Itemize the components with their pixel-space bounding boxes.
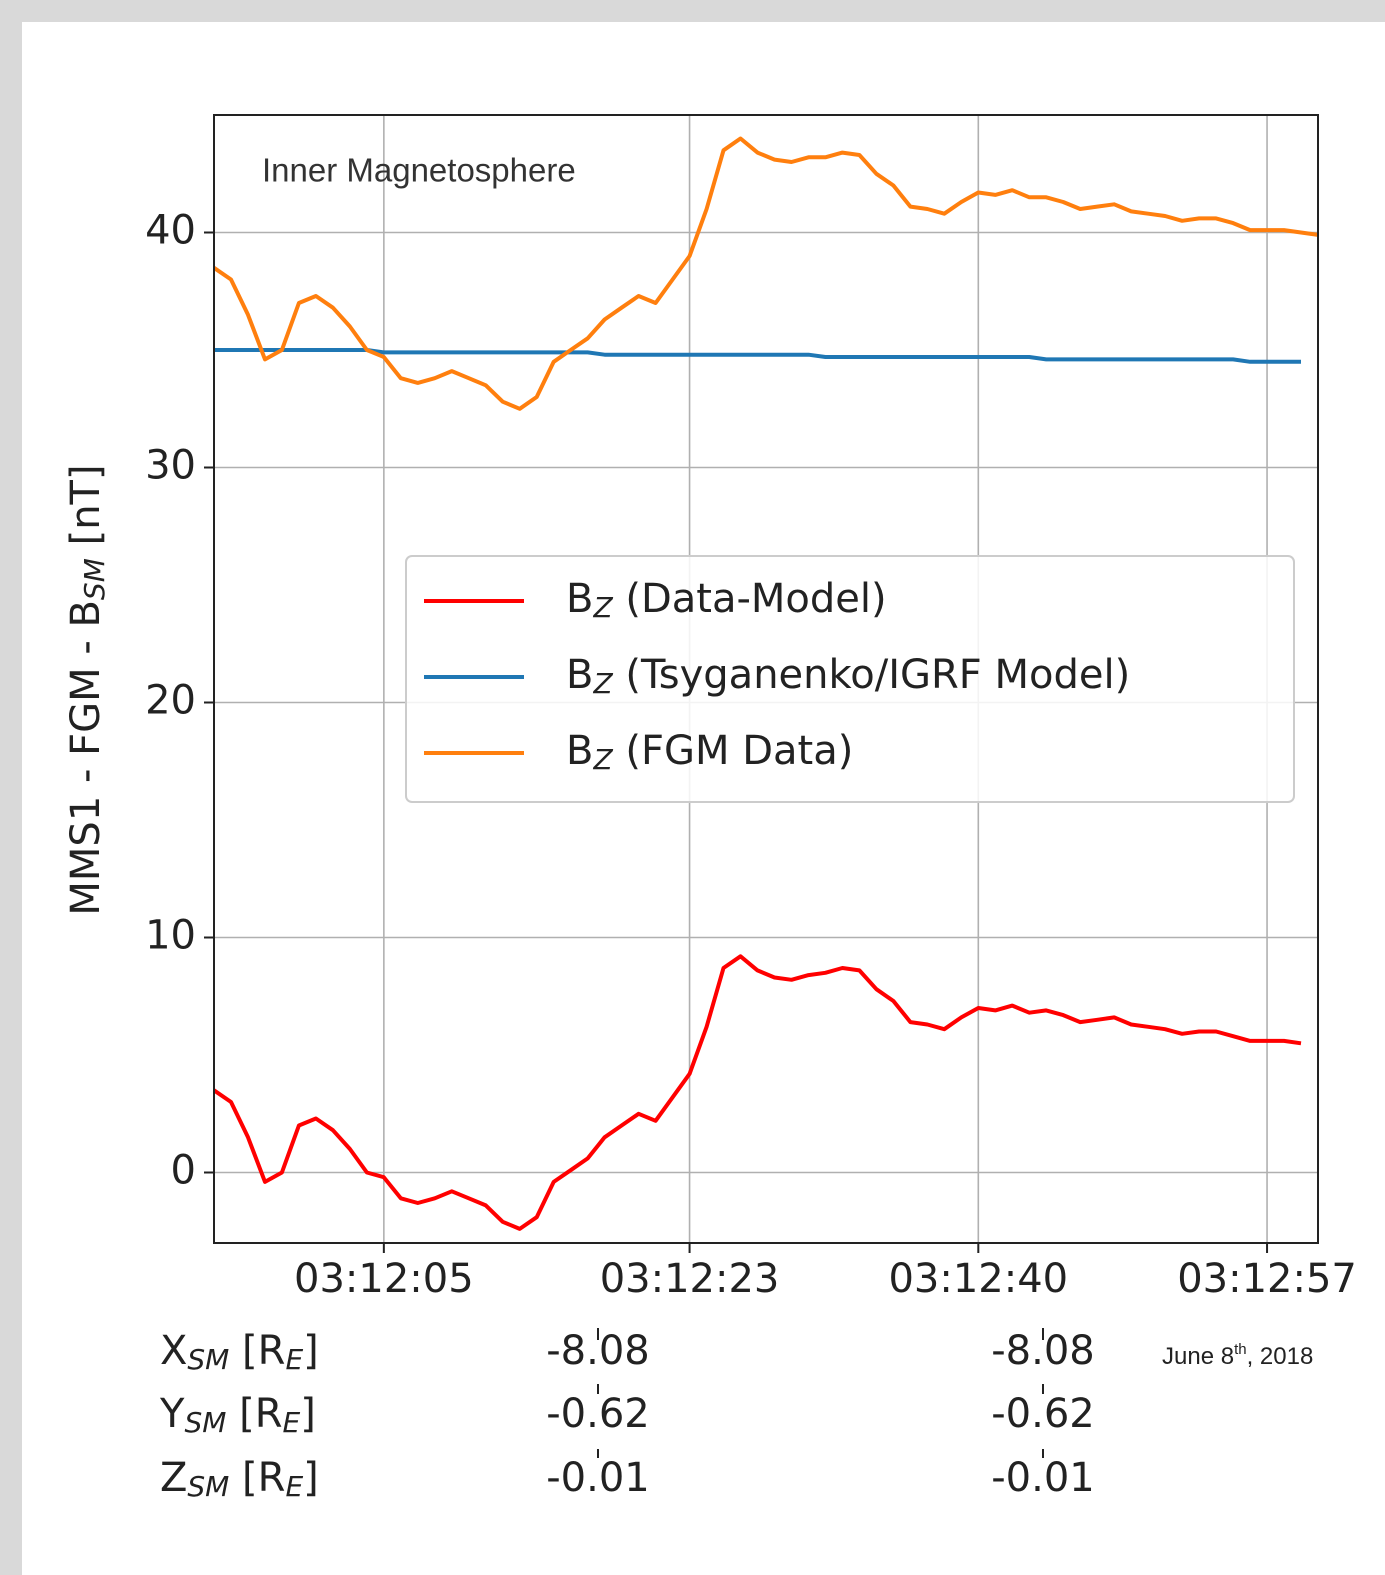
legend-symbol: B xyxy=(566,652,593,698)
legend-name: (Tsyganenko/IGRF Model) xyxy=(613,652,1131,698)
legend-subscript: Z xyxy=(592,667,613,700)
legend-label: BZ (Data-Model) xyxy=(566,576,887,624)
ephemeris-unit-sub: E xyxy=(285,1343,303,1376)
x-tick-label: 03:12:57 xyxy=(1177,1256,1357,1302)
ephemeris-unit-sub: E xyxy=(285,1470,303,1503)
ephemeris-unit: [R xyxy=(226,1391,282,1437)
legend-subscript: Z xyxy=(592,591,613,624)
y-label-rest: [nT] xyxy=(63,464,109,558)
legend-box xyxy=(405,555,1295,803)
ephemeris-unit: [R xyxy=(229,1455,285,1501)
data-line xyxy=(214,348,1301,364)
legend-label: BZ (FGM Data) xyxy=(566,728,853,776)
x-tick-label: 03:12:40 xyxy=(888,1256,1068,1302)
date-rest: , 2018 xyxy=(1247,1343,1314,1370)
x-tick-label: 03:12:05 xyxy=(294,1256,474,1302)
y-label-text: MMS1 - FGM - B xyxy=(63,600,109,916)
ephemeris-unit-end: ] xyxy=(303,1328,319,1374)
ephemeris-value: -0.62 xyxy=(991,1391,1095,1437)
y-tick-label: 10 xyxy=(145,913,196,959)
ephemeris-label: YSM [RE] xyxy=(159,1391,316,1439)
date-label: June 8th, 2018 xyxy=(1162,1341,1313,1370)
data-line xyxy=(212,136,1319,411)
y-axis-label: MMS1 - FGM - BSM [nT] xyxy=(63,464,111,915)
legend-symbol: B xyxy=(566,728,593,774)
y-tick-label: 30 xyxy=(145,443,196,489)
legend-name: (Data-Model) xyxy=(613,576,887,622)
date-text: June 8 xyxy=(1162,1343,1234,1370)
ephemeris-unit: [R xyxy=(229,1328,285,1374)
ephemeris-value: -0.01 xyxy=(546,1455,650,1501)
ephemeris-sub: SM xyxy=(187,1470,229,1503)
ephemeris-label: ZSM [RE] xyxy=(160,1455,319,1503)
ephemeris-axis: X xyxy=(160,1328,187,1374)
ephemeris-label: XSM [RE] xyxy=(160,1328,319,1376)
plot-frame xyxy=(213,114,1319,1244)
y-tick-label: 40 xyxy=(145,208,196,254)
ephemeris-axis: Y xyxy=(159,1391,185,1437)
ephemeris-unit-sub: E xyxy=(283,1406,301,1439)
x-tick-label: 03:12:23 xyxy=(600,1256,780,1302)
ephemeris-sub: SM xyxy=(184,1406,226,1439)
legend-symbol: B xyxy=(566,576,593,622)
ephemeris-axis: Z xyxy=(160,1455,187,1501)
ephemeris-value: -0.01 xyxy=(991,1455,1095,1501)
ephemeris-unit-end: ] xyxy=(300,1391,316,1437)
legend-label: BZ (Tsyganenko/IGRF Model) xyxy=(566,652,1130,700)
ephemeris-value: -8.08 xyxy=(546,1328,650,1374)
ephemeris-sub: SM xyxy=(187,1343,229,1376)
data-line xyxy=(212,954,1302,1231)
y-tick-label: 20 xyxy=(145,678,196,724)
legend-subscript: Z xyxy=(592,743,613,776)
legend-name: (FGM Data) xyxy=(613,728,854,774)
ephemeris-unit-end: ] xyxy=(303,1455,319,1501)
y-tick-label: 0 xyxy=(171,1148,196,1194)
ephemeris-value: -8.08 xyxy=(991,1328,1095,1374)
date-sup: th xyxy=(1234,1341,1247,1358)
annotation: Inner Magnetosphere xyxy=(262,152,576,189)
y-label-sub: SM xyxy=(78,558,111,600)
ephemeris-value: -0.62 xyxy=(546,1391,650,1437)
